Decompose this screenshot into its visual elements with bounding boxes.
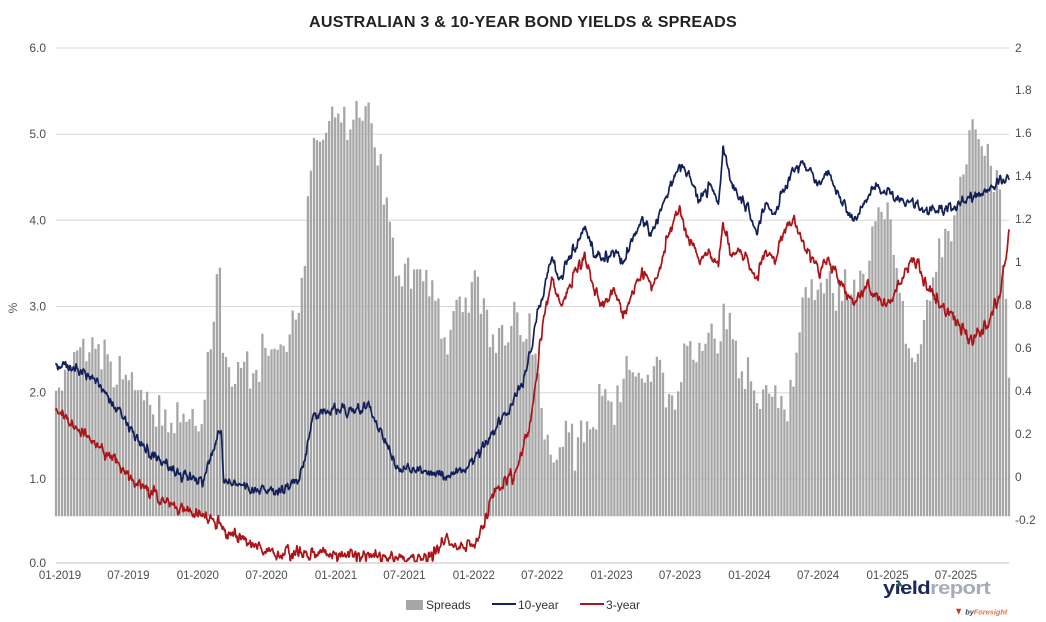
svg-text:1.6: 1.6: [1015, 126, 1032, 140]
svg-text:0.2: 0.2: [1015, 427, 1032, 441]
svg-text:07-2022: 07-2022: [521, 570, 563, 582]
svg-text:Foresight: Foresight: [974, 607, 1008, 616]
svg-text:01-2019: 01-2019: [39, 570, 81, 582]
svg-text:07-2024: 07-2024: [797, 570, 840, 582]
svg-text:1: 1: [1015, 255, 1022, 269]
svg-text:0.8: 0.8: [1015, 298, 1032, 312]
svg-text:1.4: 1.4: [1015, 169, 1032, 183]
svg-text:%: %: [6, 302, 20, 313]
svg-text:1.2: 1.2: [1015, 212, 1032, 226]
svg-text:01-2022: 01-2022: [453, 570, 495, 582]
svg-text:1.8: 1.8: [1015, 83, 1032, 97]
svg-text:01-2024: 01-2024: [728, 570, 771, 582]
svg-text:07-2019: 07-2019: [107, 570, 149, 582]
svg-text:1.0: 1.0: [29, 472, 46, 486]
svg-text:07-2023: 07-2023: [659, 570, 701, 582]
svg-text:2.0: 2.0: [29, 386, 46, 400]
svg-text:6.0: 6.0: [29, 41, 46, 55]
svg-text:01-2023: 01-2023: [590, 570, 632, 582]
svg-text:0: 0: [1015, 470, 1022, 484]
svg-text:3.0: 3.0: [29, 300, 46, 314]
svg-text:07-2021: 07-2021: [383, 570, 425, 582]
svg-text:0.0: 0.0: [29, 556, 46, 570]
svg-text:01-2021: 01-2021: [315, 570, 357, 582]
svg-text:-0.2: -0.2: [1015, 513, 1036, 527]
svg-text:2: 2: [1015, 41, 1022, 55]
svg-text:4.0: 4.0: [29, 213, 46, 227]
svg-text:07-2020: 07-2020: [245, 570, 287, 582]
svg-text:0.6: 0.6: [1015, 341, 1032, 355]
svg-text:0.4: 0.4: [1015, 384, 1032, 398]
svg-text:01-2020: 01-2020: [177, 570, 219, 582]
svg-text:5.0: 5.0: [29, 127, 46, 141]
